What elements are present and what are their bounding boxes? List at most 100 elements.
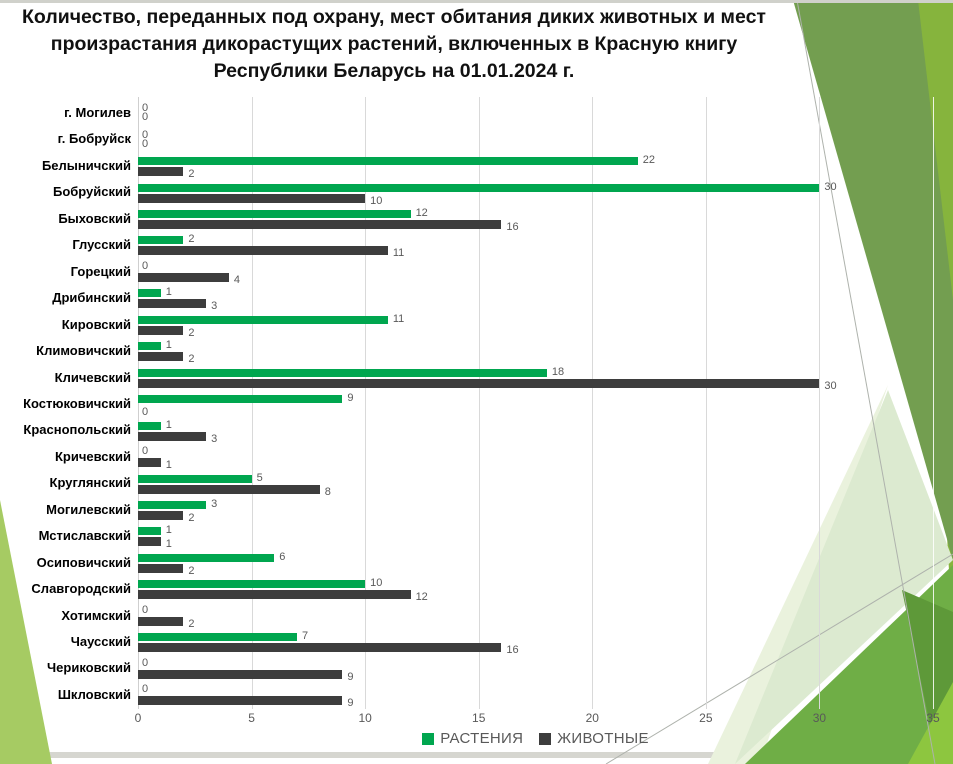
animals-value-label: 2 [188, 511, 195, 524]
decor-wedge-pale-light [708, 385, 888, 764]
category-label: Кричевский [54, 448, 131, 464]
plants-bar [138, 342, 161, 351]
category-label: г. Могилев [64, 105, 131, 120]
category-label: Дрибинский [52, 290, 131, 306]
animals-bar [138, 431, 207, 441]
animals-value-label: 12 [415, 591, 428, 604]
animals-value-label: 0 [142, 137, 149, 150]
category-label: Круглянский [49, 475, 131, 491]
animals-bar [138, 643, 502, 653]
plants-bar [138, 183, 820, 192]
category-label: Кличевский [54, 369, 131, 385]
animals-bar [138, 696, 343, 706]
plants-bar [138, 527, 161, 536]
animals-bar [138, 167, 184, 177]
animals-value-label: 3 [211, 300, 218, 313]
animals-value-label: 16 [506, 221, 519, 234]
animals-bar [138, 325, 184, 335]
animals-value-label: 2 [188, 353, 195, 366]
animals-value-label: 1 [165, 538, 172, 551]
x-tick-label: 10 [358, 711, 372, 725]
plants-bar [138, 395, 343, 404]
animals-swatch [539, 732, 552, 745]
animals-bar [138, 246, 388, 256]
animals-value-label: 2 [188, 617, 195, 630]
plants-value-label: 1 [165, 339, 172, 352]
plants-swatch [422, 732, 435, 745]
chart-title: Количество, переданных под охрану, мест … [0, 4, 788, 85]
animals-value-label: 2 [188, 168, 195, 181]
chart-title-line-2: произрастания дикорастущих растений, вкл… [50, 33, 738, 55]
grid-line [819, 97, 821, 709]
plants-value-label: 7 [302, 630, 309, 643]
category-label: Горецкий [70, 263, 131, 279]
animals-value-label: 30 [824, 379, 837, 392]
animals-value-label: 9 [347, 697, 354, 710]
animals-value-label: 0 [142, 111, 149, 124]
chart-title-line-1: Количество, переданных под охрану, мест … [22, 6, 766, 28]
animals-value-label: 4 [233, 273, 240, 286]
plants-bar [138, 421, 161, 430]
plants-value-label: 0 [142, 259, 149, 272]
animals-value-label: 10 [370, 194, 383, 207]
animals-value-label: 9 [347, 670, 354, 683]
animals-bar [138, 299, 207, 309]
animals-bar [138, 193, 366, 203]
plants-bar [138, 289, 161, 298]
plants-value-label: 0 [142, 445, 149, 458]
category-label: Могилевский [46, 501, 131, 517]
animals-value-label: 0 [142, 406, 149, 419]
plants-value-label: 18 [551, 365, 565, 378]
decor-left-wedge [0, 500, 52, 764]
category-label: Климовичский [36, 343, 131, 359]
animals-bar [138, 537, 161, 547]
chart-title-line-3: Республики Беларусь на 01.01.2024 г. [213, 60, 575, 82]
x-tick-label: 35 [926, 711, 940, 725]
grid-line [478, 97, 480, 709]
category-label: Шкловский [57, 686, 131, 702]
category-label: Белыничский [41, 157, 131, 173]
x-tick-label: 15 [472, 711, 486, 725]
plants-value-label: 30 [824, 180, 837, 193]
animals-bar [138, 220, 502, 230]
animals-bar [138, 616, 184, 626]
animals-bar [138, 378, 820, 388]
plants-value-label: 6 [279, 550, 286, 563]
animals-value-label: 3 [211, 432, 218, 445]
category-label: Мстиславский [38, 528, 131, 544]
plants-value-label: 9 [347, 392, 354, 405]
legend-item-animals: ЖИВОТНЫЕ [539, 730, 648, 747]
category-label: Бобруйский [52, 184, 131, 200]
plants-value-label: 1 [165, 418, 172, 431]
plants-value-label: 12 [415, 207, 428, 220]
category-label: Осиповичский [36, 554, 131, 570]
x-tick-label: 20 [585, 711, 599, 725]
grid-line [933, 97, 934, 709]
animals-bar [138, 669, 343, 679]
plants-value-label: 22 [642, 154, 655, 167]
plants-bar [138, 553, 275, 562]
animals-bar [138, 590, 411, 600]
plants-value-label: 0 [142, 683, 149, 696]
plants-bar [138, 368, 547, 377]
animals-legend-label: ЖИВОТНЫЕ [557, 730, 649, 747]
category-label: Глусский [72, 237, 131, 253]
plants-legend-label: РАСТЕНИЯ [440, 730, 524, 747]
grid-line [592, 97, 594, 709]
grid-line [365, 97, 367, 709]
animals-bar [138, 510, 184, 520]
top-strip [0, 0, 953, 3]
x-tick-label: 5 [248, 711, 255, 725]
animals-value-label: 1 [165, 459, 172, 472]
x-tick-label: 25 [699, 711, 713, 725]
category-label: Быховский [58, 210, 131, 226]
animals-value-label: 2 [188, 326, 195, 339]
decor-corner-bright [908, 682, 953, 764]
legend: РАСТЕНИЯ ЖИВОТНЫЕ [138, 730, 933, 747]
animals-value-label: 16 [506, 644, 519, 657]
animals-value-label: 8 [324, 485, 331, 498]
plants-value-label: 0 [142, 656, 149, 669]
animals-value-label: 2 [188, 564, 195, 577]
decor-wedge-medium [793, 0, 953, 560]
